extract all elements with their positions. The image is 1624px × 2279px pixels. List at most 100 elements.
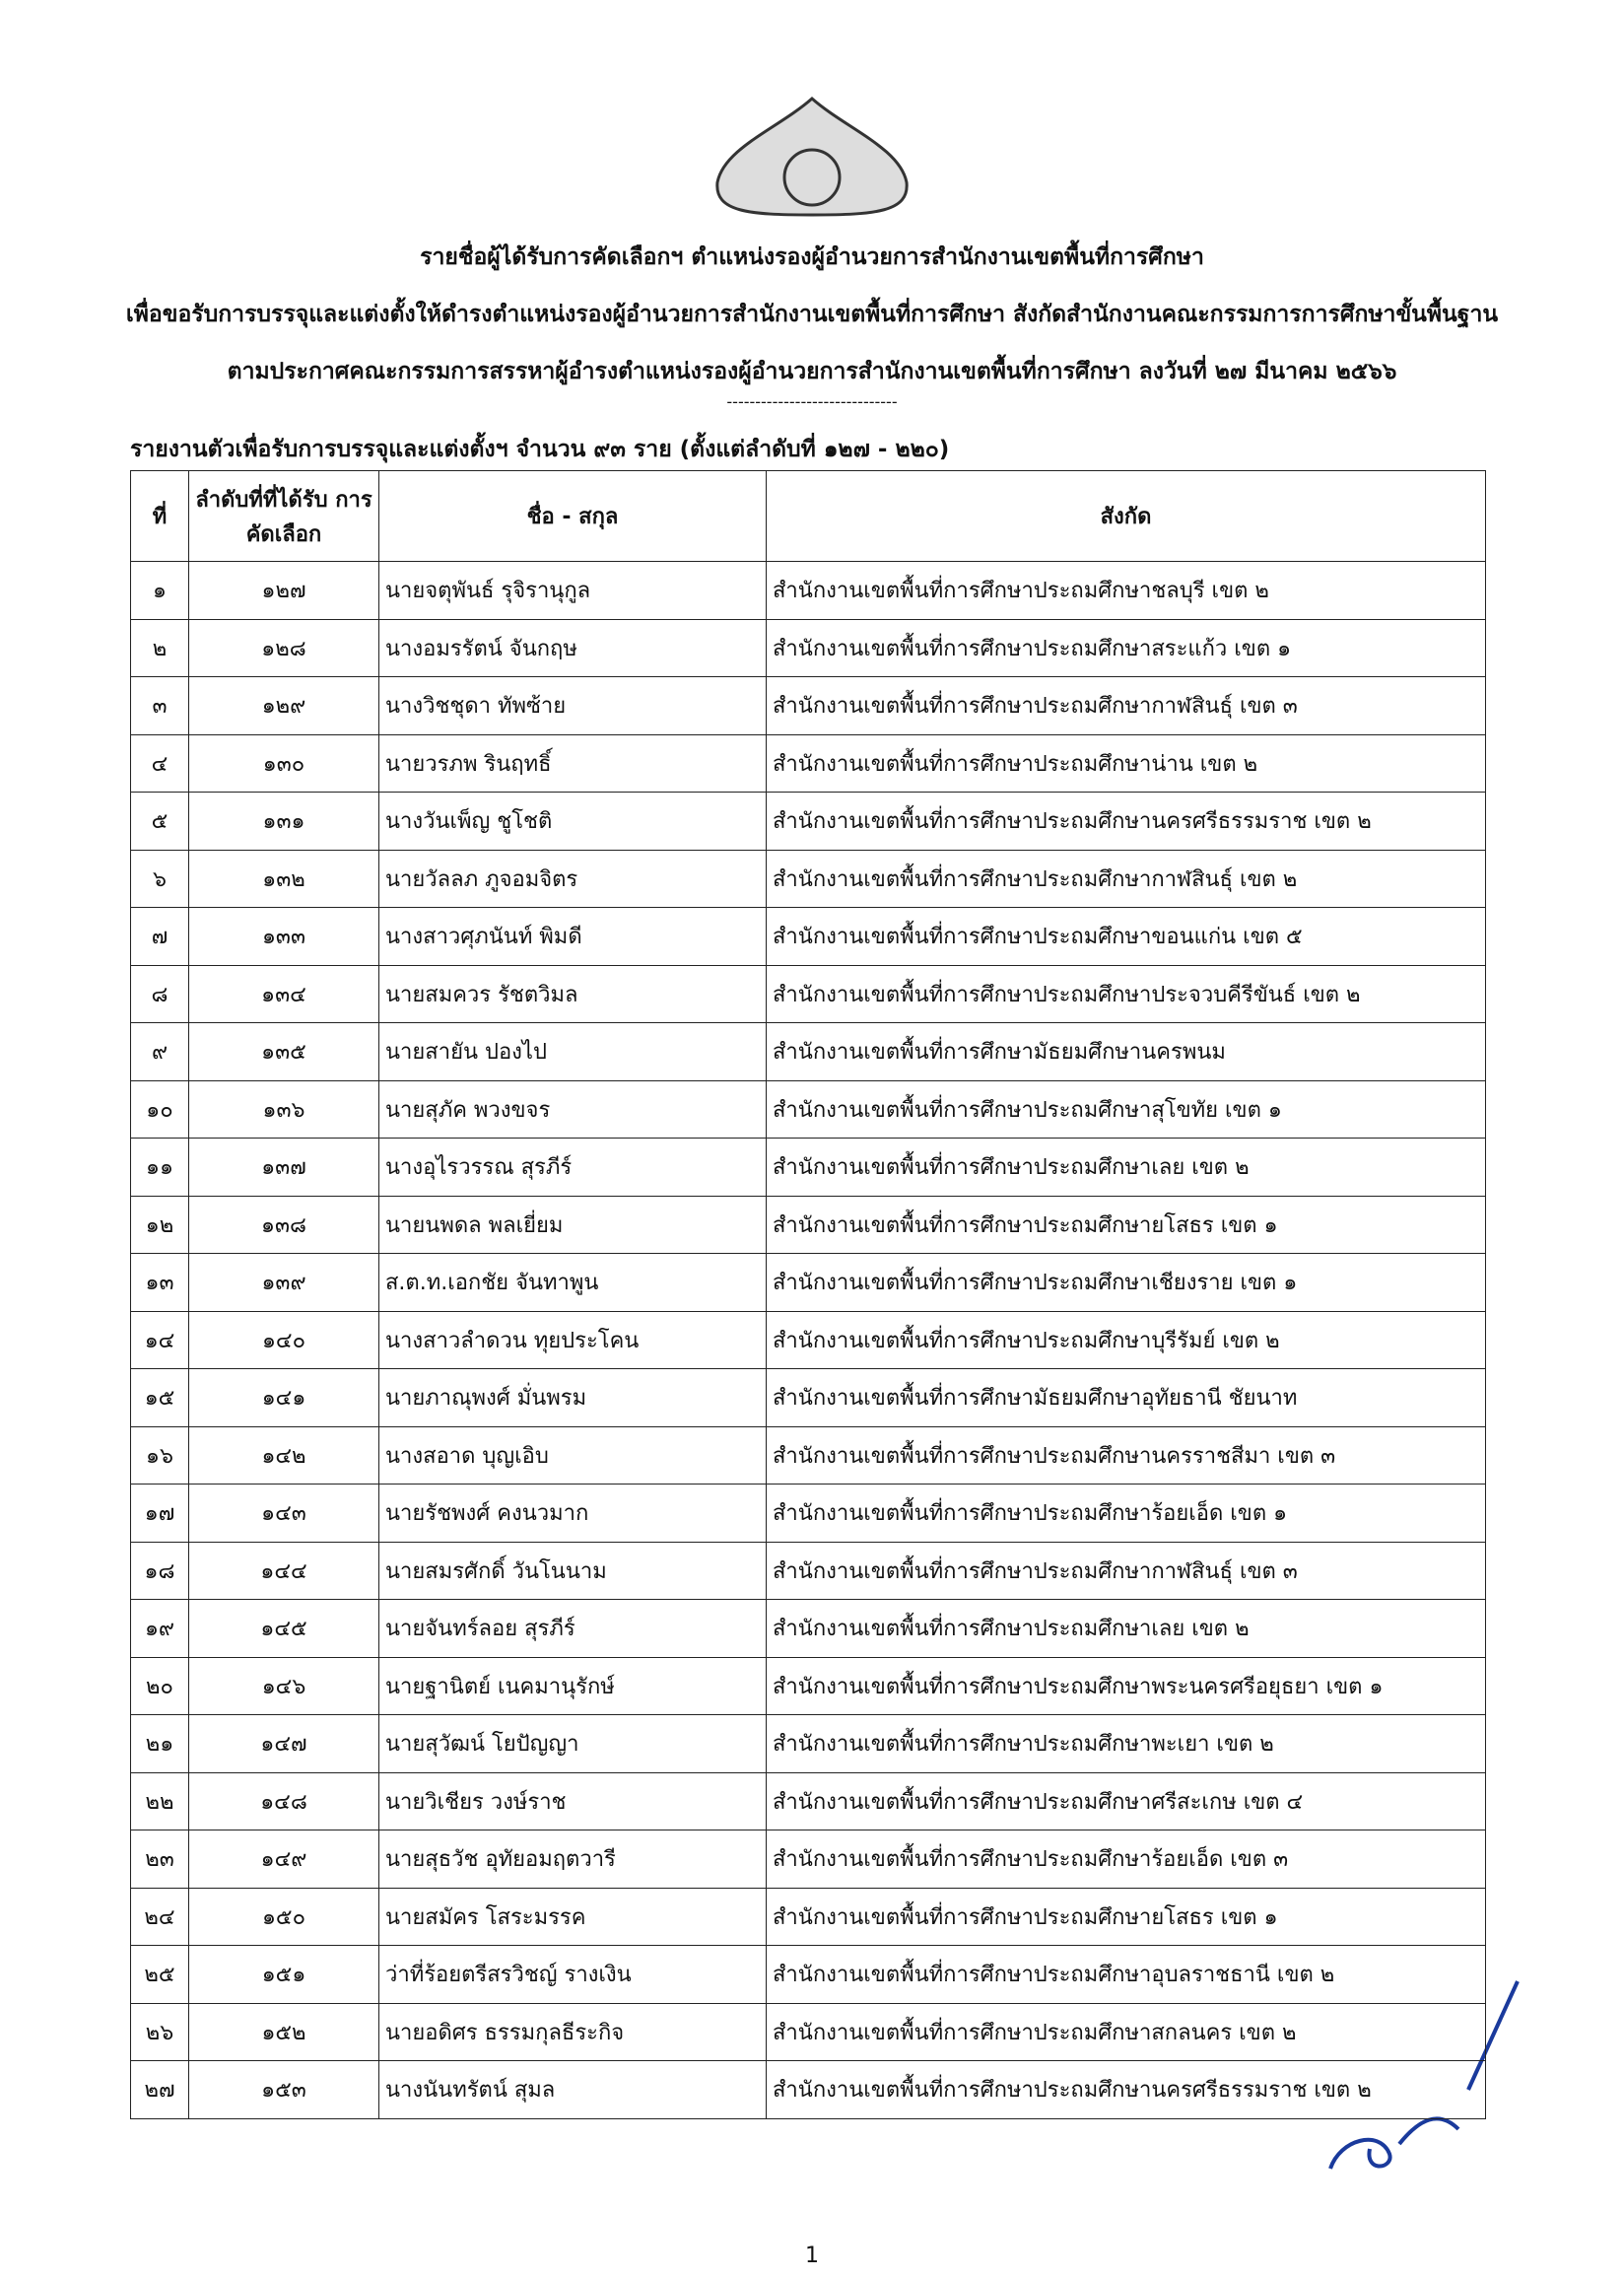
table-row: ๑๒ ๑๓๘ นายนพดล พลเยี่ยม สำนักงานเขตพื้นที่ก…: [130, 1195, 1486, 1254]
rank: ๑๓๘: [188, 1195, 379, 1254]
full-name: นายฐานิตย์ เนคมานุรักษ์: [378, 1656, 767, 1715]
table-row: ๒๖ ๑๕๒ นายอดิศร ธรรมกุลธีระกิจ สำนักงานเขตพ…: [130, 2002, 1486, 2061]
rank: ๑๕๒: [188, 2002, 379, 2061]
affiliation: สำนักงานเขตพื้นที่การศึกษาประถมศึกษากาฬส…: [766, 1541, 1486, 1600]
affiliation: สำนักงานเขตพื้นที่การศึกษาประถมศึกษายโสธ…: [766, 1887, 1486, 1946]
affiliation: สำนักงานเขตพื้นที่การศึกษาประถมศึกษากาฬส…: [766, 849, 1486, 908]
rank: ๑๓๑: [188, 792, 379, 851]
full-name: นายจตุพันธ์ รุจิรานุกูล: [378, 561, 767, 620]
page-number: 1: [805, 2244, 819, 2268]
affiliation: สำนักงานเขตพื้นที่การศึกษาประถมศึกษาชลบุ…: [766, 561, 1486, 620]
title-line: ตามประกาศคณะกรรมการสรรหาผู้อำรงตำแหน่งรอ…: [227, 359, 1397, 384]
table-row: ๔๑๓๐ นายวรภพ รินฤทธิ์ สำนักงานเขตพื้นที่กา…: [130, 733, 1486, 793]
col-header: สังกัด: [766, 470, 1486, 562]
row-number: ๒๖: [130, 2002, 189, 2061]
full-name: นายวิเชียร วงษ์ราช: [378, 1771, 767, 1830]
table-row: ๑๔ ๑๔๐ นางสาวลำดวน ทุยประโคน สำนักงานเขตพื้…: [130, 1310, 1486, 1369]
full-name: ว่าที่ร้อยตรีสรวิชญ์ รางเงิน: [378, 1945, 767, 2004]
row-number: ๑๖: [130, 1425, 189, 1485]
rank: ๑๕๑: [188, 1945, 379, 2004]
table-row: ๑๑๒๗ นายจตุพันธ์ รุจิรานุกูล สำนักงานเขตพื…: [130, 561, 1486, 620]
row-number: ๗: [130, 907, 189, 966]
table-row: ๒๔ ๑๕๐ นายสมัคร โสระมรรค สำนักงานเขตพื้นที่…: [130, 1887, 1486, 1946]
affiliation: สำนักงานเขตพื้นที่การศึกษาประถมศึกษาบุรี…: [766, 1310, 1486, 1369]
affiliation: สำนักงานเขตพื้นที่การศึกษาประถมศึกษาร้อย…: [766, 1484, 1486, 1543]
rank: ๑๓๕: [188, 1022, 379, 1081]
row-number: ๘: [130, 964, 189, 1023]
title-line: รายชื่อผู้ได้รับการคัดเลือกฯ ตำแหน่งรองผ…: [420, 244, 1204, 270]
full-name: นางนันทรัตน์ สุมล: [378, 2060, 767, 2119]
affiliation: สำนักงานเขตพื้นที่การศึกษาประถมศึกษานครศ…: [766, 792, 1486, 851]
rank: ๑๔๔: [188, 1541, 379, 1600]
full-name: ส.ต.ท.เอกชัย จันทาพูน: [378, 1253, 767, 1312]
row-number: ๓: [130, 676, 189, 735]
rank: ๑๓๔: [188, 964, 379, 1023]
affiliation: สำนักงานเขตพื้นที่การศึกษาประถมศึกษาสุโข…: [766, 1079, 1486, 1139]
full-name: นายรัชพงศ์ คงนวมาก: [378, 1484, 767, 1543]
row-number: ๑๕: [130, 1368, 189, 1427]
row-number: ๑๘: [130, 1541, 189, 1600]
full-name: นายสมควร รัชตวิมล: [378, 964, 767, 1023]
row-number: ๒๓: [130, 1830, 189, 1889]
rank: ๑๓๐: [188, 733, 379, 793]
table-row: ๒๐ ๑๔๖ นายฐานิตย์ เนคมานุรักษ์ สำนักงานเขตพ…: [130, 1656, 1486, 1715]
affiliation: สำนักงานเขตพื้นที่การศึกษาประถมศึกษาร้อย…: [766, 1830, 1486, 1889]
rank: ๑๔๒: [188, 1425, 379, 1485]
col-header: ลำดับที่ที่ได้รับ การคัดเลือก: [188, 470, 379, 562]
rank: ๑๒๘: [188, 618, 379, 677]
full-name: นางวันเพ็ญ ชูโชติ: [378, 792, 767, 851]
full-name: นางสาวลำดวน ทุยประโคน: [378, 1310, 767, 1369]
table-row: ๘๑๓๔ นายสมควร รัชตวิมล สำนักงานเขตพื้นที่ก…: [130, 964, 1486, 1023]
row-number: ๑๗: [130, 1484, 189, 1543]
table-row: ๙๑๓๕ นายสายัน ปองไป สำนักงานเขตพื้นที่การศ…: [130, 1022, 1486, 1081]
affiliation: สำนักงานเขตพื้นที่การศึกษาประถมศึกษาเชีย…: [766, 1253, 1486, 1312]
row-number: ๑๓: [130, 1253, 189, 1312]
row-number: ๖: [130, 849, 189, 908]
rank: ๑๓๖: [188, 1079, 379, 1139]
row-number: ๑๐: [130, 1079, 189, 1139]
row-number: ๑: [130, 561, 189, 620]
rank: ๑๓๒: [188, 849, 379, 908]
table-row: ๑๓ ๑๓๙ ส.ต.ท.เอกชัย จันทาพูน สำนักงานเขตพื้…: [130, 1253, 1486, 1312]
rank: ๑๓๓: [188, 907, 379, 966]
affiliation: สำนักงานเขตพื้นที่การศึกษาประถมศึกษาน่าน…: [766, 733, 1486, 793]
full-name: นายอดิศร ธรรมกุลธีระกิจ: [378, 2002, 767, 2061]
rank: ๑๕๓: [188, 2060, 379, 2119]
table-row: ๖๑๓๒ นายวัลลภ ภูจอมจิตร สำนักงานเขตพื้นที่…: [130, 849, 1486, 908]
rank: ๑๒๙: [188, 676, 379, 735]
affiliation: สำนักงานเขตพื้นที่การศึกษามัธยมศึกษาอุทั…: [766, 1368, 1486, 1427]
row-number: ๒๔: [130, 1887, 189, 1946]
table-row: ๑๐ ๑๓๖ นายสุภัค พวงขจร สำนักงานเขตพื้นที่กา…: [130, 1079, 1486, 1139]
row-number: ๑๑: [130, 1138, 189, 1197]
full-name: นางอมรรัตน์ จันกฤษ: [378, 618, 767, 677]
row-number: ๙: [130, 1022, 189, 1081]
rank: ๑๔๕: [188, 1599, 379, 1658]
table-row: ๕๑๓๑ นางวันเพ็ญ ชูโชติ สำนักงานเขตพื้นที่ก…: [130, 792, 1486, 851]
row-number: ๑๔: [130, 1310, 189, 1369]
affiliation: สำนักงานเขตพื้นที่การศึกษามัธยมศึกษานครพ…: [766, 1022, 1486, 1081]
full-name: นายสายัน ปองไป: [378, 1022, 767, 1081]
rank: ๑๔๐: [188, 1310, 379, 1369]
title-line: เพื่อขอรับการบรรจุและแต่งตั้งให้ดำรงตำแห…: [125, 302, 1499, 327]
full-name: นางอุไรวรรณ สุรภีร์: [378, 1138, 767, 1197]
table-row: ๑๘ ๑๔๔ นายสมรศักดิ์ วันโนนาม สำนักงานเขตพื้…: [130, 1541, 1486, 1600]
full-name: นางสาวศุภนันท์ พิมดี: [378, 907, 767, 966]
row-number: ๒๑: [130, 1714, 189, 1773]
row-number: ๒: [130, 618, 189, 677]
rank: ๑๔๗: [188, 1714, 379, 1773]
table-row: ๑๖ ๑๔๒ นางสอาด บุญเอิบ สำนักงานเขตพื้นที่กา…: [130, 1425, 1486, 1485]
row-number: ๑๒: [130, 1195, 189, 1254]
row-number: ๒๒: [130, 1771, 189, 1830]
full-name: นายสุภัค พวงขจร: [378, 1079, 767, 1139]
row-number: ๑๙: [130, 1599, 189, 1658]
affiliation: สำนักงานเขตพื้นที่การศึกษาประถมศึกษากาฬส…: [766, 676, 1486, 735]
full-name: นายนพดล พลเยี่ยม: [378, 1195, 767, 1254]
logo: [715, 97, 909, 217]
table-row: ๑๗ ๑๔๓ นายรัชพงศ์ คงนวมาก สำนักงานเขตพื้นที…: [130, 1484, 1486, 1543]
table-row: ๒๓ ๑๔๙ นายสุธวัช อุทัยอมฤตวารี สำนักงานเขตพ…: [130, 1830, 1486, 1889]
rank: ๑๔๙: [188, 1830, 379, 1889]
rank: ๑๔๓: [188, 1484, 379, 1543]
rank: ๑๓๗: [188, 1138, 379, 1197]
affiliation: สำนักงานเขตพื้นที่การศึกษาประถมศึกษาสระแ…: [766, 618, 1486, 677]
full-name: นายสมัคร โสระมรรค: [378, 1887, 767, 1946]
